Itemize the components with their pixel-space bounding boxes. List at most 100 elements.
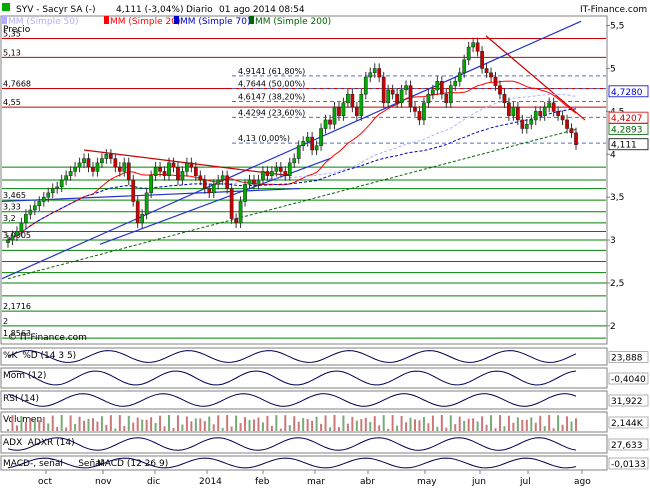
level-label: 3,2 bbox=[3, 214, 16, 223]
candle-body bbox=[301, 141, 306, 146]
x-tick-label: nov bbox=[95, 477, 112, 487]
candle-body bbox=[372, 68, 377, 74]
candle-body bbox=[368, 72, 373, 78]
candle-body bbox=[6, 239, 10, 243]
candle-body bbox=[24, 214, 28, 224]
candle-body bbox=[381, 76, 386, 104]
candle-body bbox=[529, 119, 534, 125]
value-label-box bbox=[608, 123, 649, 135]
candle-body bbox=[448, 85, 453, 104]
indicator-sublabel: MACD (12 26 9) bbox=[97, 459, 168, 469]
candle-body bbox=[73, 166, 77, 172]
x-tick-label: jun bbox=[471, 477, 486, 487]
candle-body bbox=[444, 93, 449, 104]
candle-body bbox=[180, 171, 185, 181]
candle-body bbox=[475, 42, 480, 52]
y-tick-label: 3,5 bbox=[610, 193, 624, 203]
candle-body bbox=[10, 235, 15, 241]
x-tick-label: mar bbox=[307, 477, 325, 487]
fib-label: 4,9141 (61,80%) bbox=[238, 67, 305, 76]
level-label: 1,8563 bbox=[3, 329, 31, 338]
level-label: 5,35 bbox=[3, 29, 21, 38]
value-label: 4,7280 bbox=[611, 88, 643, 98]
candle-body bbox=[426, 93, 431, 104]
legend-price: Precio bbox=[3, 25, 31, 35]
indicator-value: 2,144K bbox=[611, 419, 644, 429]
y-tick-label: 3 bbox=[610, 236, 616, 246]
candle-body bbox=[55, 186, 60, 189]
candle-body bbox=[252, 179, 256, 185]
candle-body bbox=[404, 85, 408, 91]
indicator-panel bbox=[0, 434, 608, 454]
candle-body bbox=[140, 214, 145, 224]
candle-body bbox=[305, 136, 310, 142]
candle-body bbox=[319, 128, 323, 146]
indicator-value-box bbox=[608, 372, 649, 385]
candle-body bbox=[158, 166, 162, 172]
candle-body bbox=[542, 106, 547, 116]
candle-body bbox=[189, 162, 194, 168]
candle-body bbox=[202, 179, 207, 189]
candle-body bbox=[435, 81, 440, 91]
candle-body bbox=[234, 218, 238, 224]
site-name: IT-Finance.com bbox=[580, 5, 647, 15]
candle-body bbox=[278, 166, 283, 172]
candle-body bbox=[28, 209, 33, 215]
price-icon bbox=[2, 3, 10, 11]
mm200-line bbox=[7, 128, 577, 280]
candle-body bbox=[551, 102, 556, 112]
candle-body bbox=[439, 81, 444, 95]
candle-body bbox=[408, 85, 413, 108]
indicator-panel bbox=[0, 347, 608, 366]
candle-body bbox=[274, 166, 279, 172]
legend-mm20: MM (Simple 20) bbox=[110, 17, 180, 27]
candle-body bbox=[229, 188, 234, 219]
x-tick-label: ago bbox=[574, 477, 591, 487]
trend-line bbox=[485, 35, 586, 121]
chart-legend: Precio MM (Simple 50) MM (Simple 20) MM … bbox=[2, 16, 331, 35]
candle-body bbox=[59, 179, 64, 188]
candle-body bbox=[193, 166, 198, 176]
candle-body bbox=[82, 158, 86, 164]
mm70-line bbox=[7, 108, 577, 241]
candle-body bbox=[480, 51, 484, 69]
x-tick-label: 2014 bbox=[199, 477, 222, 487]
candle-body bbox=[493, 76, 498, 86]
candle-body bbox=[314, 145, 319, 151]
indicator-line bbox=[7, 393, 577, 407]
indicator-line bbox=[7, 370, 577, 386]
candle-body bbox=[100, 158, 104, 164]
trend-lines bbox=[1, 20, 586, 280]
candle-body bbox=[68, 171, 73, 176]
candle-body bbox=[171, 162, 176, 168]
candle-body bbox=[15, 231, 19, 237]
indicator-line bbox=[7, 350, 577, 363]
chart-header: SYV - Sacyr SA (-) 4,111 (-3,04%) Diario… bbox=[2, 3, 647, 15]
candle-body bbox=[533, 111, 538, 121]
candle-body bbox=[453, 81, 458, 86]
x-tick-label: may bbox=[417, 477, 437, 487]
indicator-line bbox=[7, 457, 577, 469]
candle-body bbox=[32, 205, 37, 211]
indicator-sublabel: %D (14 3 5) bbox=[22, 351, 76, 361]
x-tick-label: feb bbox=[255, 477, 270, 487]
value-label-box bbox=[608, 138, 649, 151]
candle-body bbox=[511, 106, 516, 116]
indicator-value: 31,922 bbox=[611, 397, 643, 407]
value-label-box bbox=[608, 85, 649, 98]
candle-body bbox=[507, 102, 511, 116]
candle-body bbox=[77, 162, 82, 168]
indicator-value: 27,633 bbox=[611, 441, 643, 451]
candle-body bbox=[524, 123, 529, 129]
candle-body bbox=[247, 179, 252, 185]
fib-label: 4,7644 (50,00%) bbox=[238, 80, 305, 89]
x-tick-label: dic bbox=[147, 477, 160, 487]
candle-body bbox=[355, 106, 359, 116]
indicator-label: ADX bbox=[3, 438, 22, 448]
candle-body bbox=[569, 128, 574, 134]
candle-body bbox=[359, 93, 364, 116]
level-label: 3,465 bbox=[3, 191, 26, 200]
candle-body bbox=[547, 102, 552, 108]
